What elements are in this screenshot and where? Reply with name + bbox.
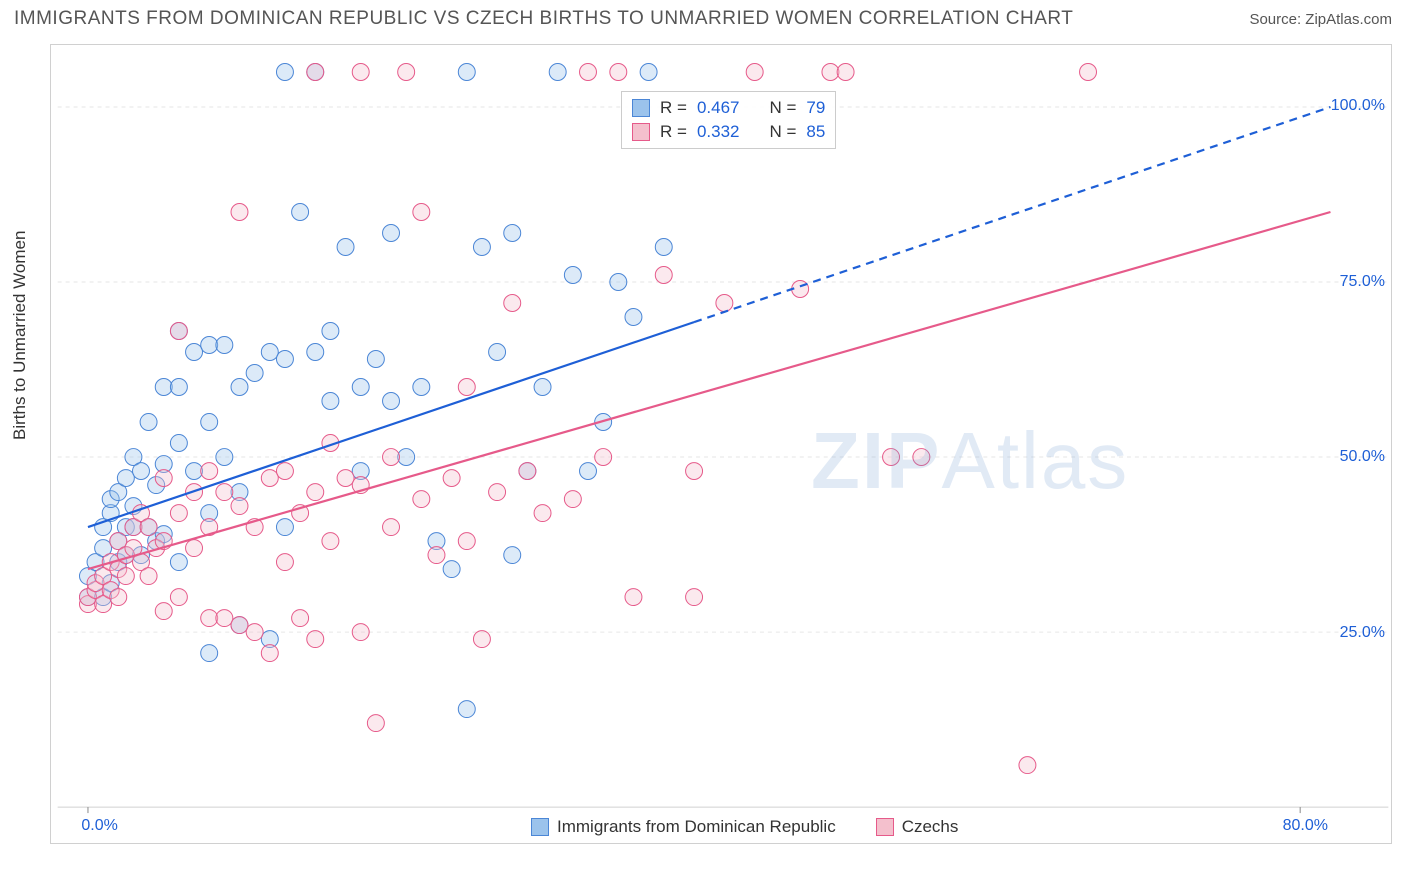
bottom-legend: Immigrants from Dominican Republic Czech…	[531, 817, 958, 837]
swatch-czech	[632, 123, 650, 141]
r-value-czech: 0.332	[697, 122, 740, 142]
n-label: N =	[769, 122, 796, 142]
chart-plot-area: R = 0.467 N = 79 R = 0.332 N = 85 ZIPAtl…	[50, 44, 1392, 844]
swatch-czech	[876, 818, 894, 836]
n-value-dominican: 79	[806, 98, 825, 118]
legend-label-czech: Czechs	[902, 817, 959, 837]
y-tick-label-2: 75.0%	[1340, 273, 1385, 291]
legend-label-dominican: Immigrants from Dominican Republic	[557, 817, 836, 837]
y-tick-label-1: 50.0%	[1340, 448, 1385, 466]
n-label: N =	[769, 98, 796, 118]
n-value-czech: 85	[806, 122, 825, 142]
stats-row-czech: R = 0.332 N = 85	[632, 120, 825, 144]
y-axis-label: Births to Unmarried Women	[10, 231, 30, 440]
r-label: R =	[660, 122, 687, 142]
stats-legend-box: R = 0.467 N = 79 R = 0.332 N = 85	[621, 91, 836, 149]
y-tick-label-3: 100.0%	[1331, 97, 1385, 115]
chart-title: IMMIGRANTS FROM DOMINICAN REPUBLIC VS CZ…	[14, 8, 1073, 30]
swatch-dominican	[531, 818, 549, 836]
r-value-dominican: 0.467	[697, 98, 740, 118]
swatch-dominican	[632, 99, 650, 117]
x-tick-label-0: 0.0%	[81, 817, 117, 835]
scatter-plot-svg	[51, 45, 1391, 843]
source-attribution: Source: ZipAtlas.com	[1249, 11, 1392, 28]
x-tick-label-1: 80.0%	[1283, 817, 1328, 835]
legend-item-czech: Czechs	[876, 817, 959, 837]
legend-item-dominican: Immigrants from Dominican Republic	[531, 817, 836, 837]
y-tick-label-0: 25.0%	[1340, 624, 1385, 642]
stats-row-dominican: R = 0.467 N = 79	[632, 96, 825, 120]
r-label: R =	[660, 98, 687, 118]
